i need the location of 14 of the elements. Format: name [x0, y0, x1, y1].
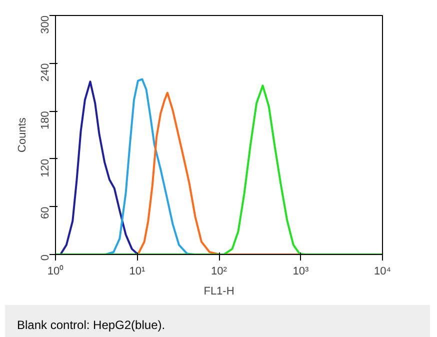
x-tick-label: 10⁰ [47, 264, 64, 278]
y-tick-label: 300 [40, 15, 52, 34]
x-tick-label: 10³ [292, 266, 310, 278]
y-tick-label: 60 [40, 206, 52, 219]
y-tick-label: 180 [40, 111, 52, 130]
x-tick-label: 10² [211, 266, 228, 278]
x-tick-label: 10¹ [129, 266, 146, 278]
text: Blank control: HepG2(blue). [17, 317, 166, 334]
x-tick-label: 10⁴ [374, 266, 392, 278]
x-axis-title: FL1-H [204, 286, 234, 298]
y-axis-title: Counts [16, 117, 28, 152]
y-tick-label: 0 [40, 254, 52, 261]
y-tick-label: 240 [40, 63, 52, 82]
y-tick-label: 120 [40, 158, 52, 178]
